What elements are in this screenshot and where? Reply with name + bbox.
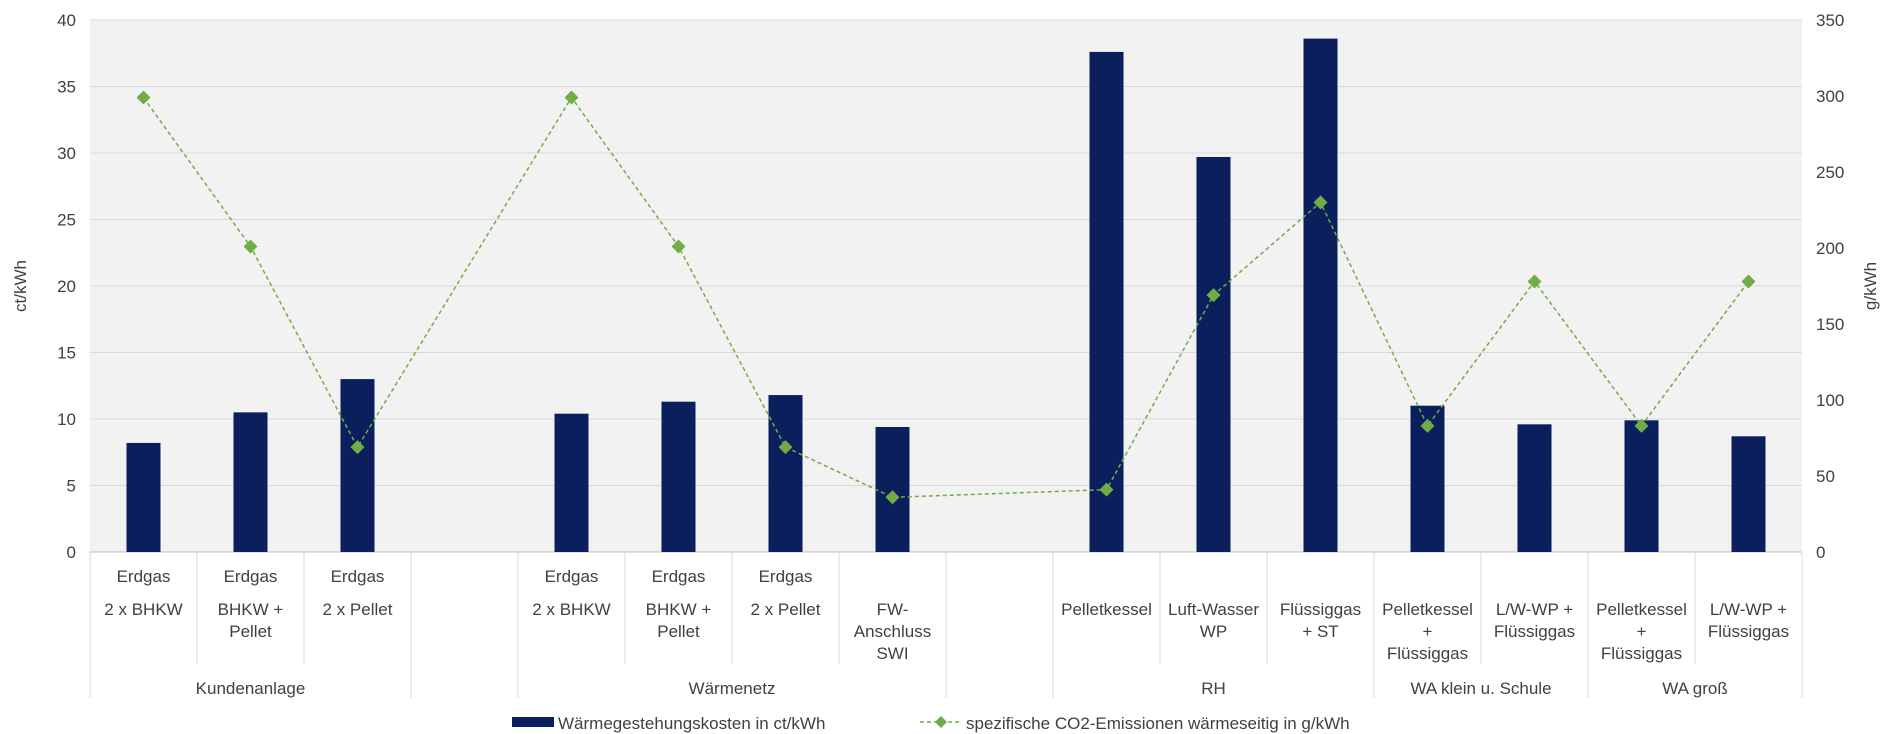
- line-point: [778, 440, 793, 455]
- left-axis-label: ct/kWh: [11, 260, 30, 312]
- category-label-row1: Erdgas: [545, 567, 599, 586]
- line-point: [350, 440, 365, 455]
- left-tick-label: 35: [57, 78, 76, 97]
- left-tick-label: 30: [57, 144, 76, 163]
- category-label-row2: 2 x BHKW: [104, 600, 182, 619]
- category-label-row2: Luft-Wasser: [1168, 600, 1259, 619]
- category-label-row2: Pelletkessel: [1061, 600, 1152, 619]
- category-label-row2: +: [1637, 622, 1647, 641]
- right-tick-label: 200: [1816, 239, 1844, 258]
- line-point: [1313, 195, 1328, 210]
- bar-series: [126, 38, 1766, 553]
- bar: [1196, 156, 1231, 553]
- bar: [554, 413, 589, 552]
- category-label-row1: Erdgas: [224, 567, 278, 586]
- line-point: [1634, 418, 1649, 433]
- line-path: [142, 96, 1750, 499]
- right-axis-ticks: 0 50 100 150 200 250 300 350: [1816, 11, 1844, 562]
- right-tick-label: 250: [1816, 163, 1844, 182]
- category-label-row2: Pellet: [229, 622, 272, 641]
- line-point: [243, 239, 258, 254]
- category-label-row2: FW-: [877, 600, 909, 619]
- category-label-row2: Pelletkessel: [1382, 600, 1473, 619]
- left-tick-label: 10: [57, 410, 76, 429]
- legend-bar-swatch: [512, 717, 554, 727]
- category-label-row2: Pellet: [657, 622, 700, 641]
- legend-line-label: spezifische CO2-Emissionen wärmeseitig i…: [966, 714, 1350, 733]
- category-label-row2: L/W-WP +: [1710, 600, 1787, 619]
- bar: [1731, 436, 1766, 552]
- line-series: [136, 90, 1756, 505]
- left-tick-label: 5: [67, 477, 76, 496]
- category-label-row2: Flüssiggas: [1280, 600, 1361, 619]
- category-label-row2: WP: [1200, 622, 1227, 641]
- bar: [1624, 420, 1659, 552]
- line-point: [1206, 288, 1221, 303]
- bar: [661, 401, 696, 552]
- category-label-row2: Flüssiggas: [1494, 622, 1575, 641]
- category-label-row1: Erdgas: [331, 567, 385, 586]
- line-point: [1420, 418, 1435, 433]
- line-point: [671, 239, 686, 254]
- category-label-row2: L/W-WP +: [1496, 600, 1573, 619]
- line-point: [1741, 274, 1756, 289]
- category-label-row1: Erdgas: [759, 567, 813, 586]
- left-tick-label: 15: [57, 344, 76, 363]
- category-label-row2: Flüssiggas: [1708, 622, 1789, 641]
- legend-line-marker: [935, 716, 947, 728]
- category-label-row2: Flüssiggas: [1387, 644, 1468, 663]
- category-label-row2: Anschluss: [854, 622, 931, 641]
- left-tick-label: 40: [57, 11, 76, 30]
- group-label: WA klein u. Schule: [1410, 679, 1551, 698]
- right-tick-label: 350: [1816, 11, 1844, 30]
- right-tick-label: 300: [1816, 87, 1844, 106]
- right-axis-label: g/kWh: [1861, 262, 1880, 310]
- left-tick-label: 25: [57, 211, 76, 230]
- line-point: [136, 90, 151, 105]
- category-label-row2: 2 x BHKW: [532, 600, 610, 619]
- category-label-row2: SWI: [876, 644, 908, 663]
- line-point: [564, 90, 579, 105]
- legend-bar-label: Wärmegestehungskosten in ct/kWh: [558, 714, 825, 733]
- category-label-row2: + ST: [1302, 622, 1338, 641]
- category-label-row2: BHKW +: [218, 600, 284, 619]
- category-axis: Erdgas 2 x BHKW Erdgas BHKW + Pellet Erdgas 2 …: [89, 552, 1803, 698]
- right-tick-label: 0: [1816, 543, 1825, 562]
- category-label-row2: BHKW +: [646, 600, 712, 619]
- line-point: [1099, 482, 1114, 497]
- category-label-row1: Erdgas: [117, 567, 171, 586]
- bar: [768, 395, 803, 552]
- line-point: [885, 490, 900, 505]
- group-label: RH: [1201, 679, 1226, 698]
- bar: [340, 379, 375, 552]
- right-tick-label: 150: [1816, 315, 1844, 334]
- group-label: WA groß: [1662, 679, 1728, 698]
- legend: Wärmegestehungskosten in ct/kWh spezifis…: [512, 714, 1350, 733]
- group-label: Wärmenetz: [689, 679, 776, 698]
- bar: [1517, 424, 1552, 552]
- bar: [1089, 51, 1124, 553]
- category-label-row2: 2 x Pellet: [323, 600, 393, 619]
- left-axis-ticks: 0 5 10 15 20 25 30 35 40: [57, 11, 76, 562]
- category-label-row2: 2 x Pellet: [751, 600, 821, 619]
- category-label-row1: Erdgas: [652, 567, 706, 586]
- bar: [126, 442, 161, 552]
- right-tick-label: 50: [1816, 467, 1835, 486]
- line-point: [1527, 274, 1542, 289]
- left-tick-label: 0: [67, 543, 76, 562]
- category-label-row2: +: [1423, 622, 1433, 641]
- group-label: Kundenanlage: [196, 679, 306, 698]
- left-tick-label: 20: [57, 277, 76, 296]
- category-label-row2: Pelletkessel: [1596, 600, 1687, 619]
- bar: [875, 426, 910, 552]
- category-label-row2: Flüssiggas: [1601, 644, 1682, 663]
- bar: [233, 412, 268, 552]
- bar: [1303, 38, 1338, 553]
- right-tick-label: 100: [1816, 391, 1844, 410]
